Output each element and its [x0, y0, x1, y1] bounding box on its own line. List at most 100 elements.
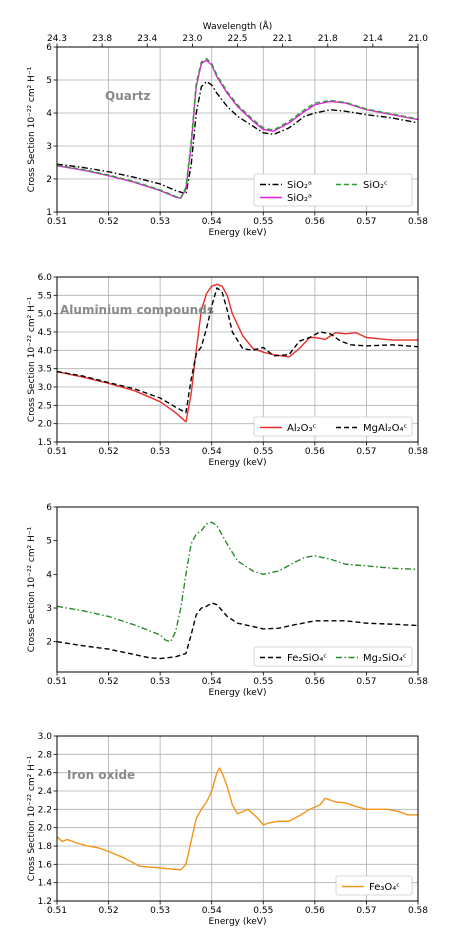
- legend-label-1: Al₂O₃ᶜ: [287, 423, 317, 434]
- top-tick-label: 23.0: [182, 34, 202, 44]
- y-tick-label: 4.5: [38, 328, 52, 338]
- legend-label-2: MgAl₂O₄ᶜ: [363, 423, 407, 434]
- x-tick-label: 0.53: [150, 217, 170, 227]
- panel-3: 0.51 0.52 0.53 0.54 0.55 0.56 0.57 0.58 2 3 4 5 6 Ene…: [27, 503, 428, 698]
- y-tick-label: 6: [46, 503, 52, 513]
- panel-annotation: Aluminium compounds: [60, 303, 214, 317]
- y-tick-label: 5: [46, 537, 52, 547]
- legend: SiO₂ᵃ SiO₂ᵃ SiO₂ᶜ: [253, 173, 413, 207]
- x-axis-label: Energy (keV): [209, 228, 267, 238]
- legend-label-1: Fe₂SiO₄ᶜ: [287, 653, 327, 664]
- x-axis-label: Energy (keV): [209, 458, 267, 468]
- y-tick-label: 3.5: [38, 365, 52, 375]
- y-tick-label: 3: [46, 142, 52, 152]
- legend-label-2: SiO₂ᵃ: [287, 193, 312, 204]
- x-tick-label: 0.58: [408, 677, 428, 687]
- y-tick-label: 2.5: [38, 401, 52, 411]
- series-line-2: [57, 521, 418, 643]
- x-tick-label: 0.57: [356, 906, 376, 916]
- y-tick-label: 4.0: [38, 346, 53, 356]
- y-tick-label: 6: [46, 43, 52, 53]
- series-line-1: [57, 283, 418, 423]
- y-tick-label: 2.0: [38, 824, 53, 834]
- y-tick-label: 2.0: [38, 420, 53, 430]
- y-tick-label: 1.8: [38, 842, 53, 852]
- legend-box: [253, 646, 413, 667]
- x-tick-label: 0.51: [47, 677, 67, 687]
- series-line-1: [57, 602, 418, 660]
- x-tick-label: 0.53: [150, 906, 170, 916]
- legend-label-1: SiO₂ᵃ: [287, 180, 312, 191]
- x-tick-label: 0.57: [356, 447, 376, 457]
- x-tick-label: 0.52: [99, 677, 119, 687]
- x-tick-label: 0.56: [305, 447, 325, 457]
- y-tick-label: 2: [46, 638, 52, 648]
- series-line-1: [57, 80, 418, 195]
- top-axis-label: Wavelength (Å): [203, 20, 272, 32]
- x-tick-label: 0.56: [305, 217, 325, 227]
- x-tick-label: 0.57: [356, 217, 376, 227]
- panel-2: 0.51 0.52 0.53 0.54 0.55 0.56 0.57 0.58 1.5 2.0 2.…: [27, 273, 428, 468]
- y-tick-label: 1.2: [38, 897, 52, 907]
- y-tick-label: 6.0: [38, 273, 53, 283]
- x-tick-label: 0.52: [99, 906, 119, 916]
- x-tick-label: 0.58: [408, 906, 428, 916]
- y-tick-label: 2: [46, 175, 52, 185]
- legend-box: [253, 416, 413, 437]
- y-tick-label: 4: [46, 570, 52, 580]
- x-tick-label: 0.54: [202, 677, 222, 687]
- legend: Fe₂SiO₄ᶜ Mg₂SiO₄ᶜ: [253, 646, 413, 667]
- top-tick-label: 21.4: [363, 34, 383, 44]
- y-axis-label: Cross Section 10⁻²² cm² H⁻¹: [27, 526, 37, 652]
- top-tick-label: 24.3: [47, 34, 67, 44]
- y-tick-label: 3.0: [38, 383, 53, 393]
- legend-box: [253, 173, 413, 207]
- legend-label-3: SiO₂ᶜ: [363, 180, 388, 191]
- y-tick-label: 5.5: [38, 291, 52, 301]
- x-tick-label: 0.56: [305, 906, 325, 916]
- y-tick-label: 2.2: [38, 805, 52, 815]
- y-tick-label: 1.5: [38, 438, 52, 448]
- top-tick-label: 21.8: [318, 34, 338, 44]
- top-tick-label: 23.4: [137, 34, 157, 44]
- series-line-1: [57, 767, 418, 871]
- x-tick-label: 0.51: [47, 217, 67, 227]
- x-tick-label: 0.58: [408, 217, 428, 227]
- y-axis-label: Cross Section 10⁻²² cm² H⁻¹: [27, 755, 37, 881]
- panel-4: 0.51 0.52 0.53 0.54 0.55 0.56 0.57 0.58 1.2 1.4 1.…: [27, 732, 428, 927]
- y-tick-label: 5: [46, 76, 52, 86]
- y-tick-label: 1: [46, 208, 52, 218]
- y-tick-label: 5.0: [38, 310, 53, 320]
- panel-1: 0.51 0.52 0.53 0.54 0.55 0.56 0.57 0.58 1 2 3 4 5 624…: [27, 20, 428, 238]
- x-tick-label: 0.57: [356, 677, 376, 687]
- y-tick-label: 3: [46, 604, 52, 614]
- x-tick-label: 0.58: [408, 447, 428, 457]
- x-tick-label: 0.52: [99, 447, 119, 457]
- y-tick-label: 2.6: [38, 769, 53, 779]
- x-tick-label: 0.55: [253, 217, 273, 227]
- x-tick-label: 0.54: [202, 447, 222, 457]
- x-tick-label: 0.54: [202, 217, 222, 227]
- legend: Fe₃O₄ᶜ: [335, 875, 413, 896]
- y-tick-label: 1.6: [38, 860, 53, 870]
- series-line-2: [57, 287, 418, 414]
- x-tick-label: 0.55: [253, 447, 273, 457]
- top-tick-label: 22.5: [227, 34, 247, 44]
- x-tick-label: 0.51: [47, 447, 67, 457]
- y-tick-label: 2.4: [38, 787, 53, 797]
- x-tick-label: 0.56: [305, 677, 325, 687]
- legend-box: [335, 875, 413, 896]
- y-tick-label: 1.4: [38, 879, 53, 889]
- x-axis-label: Energy (keV): [209, 917, 267, 927]
- top-tick-label: 22.1: [273, 34, 293, 44]
- y-axis-label: Cross Section 10⁻²² cm² H⁻¹: [27, 66, 37, 192]
- legend: Al₂O₃ᶜ MgAl₂O₄ᶜ: [253, 416, 413, 437]
- x-tick-label: 0.52: [99, 217, 119, 227]
- panel-annotation: Quartz: [105, 89, 150, 103]
- x-tick-label: 0.54: [202, 906, 222, 916]
- top-tick-label: 23.8: [92, 34, 112, 44]
- plot-frame: [56, 506, 419, 673]
- x-tick-label: 0.55: [253, 677, 273, 687]
- x-tick-label: 0.51: [47, 906, 67, 916]
